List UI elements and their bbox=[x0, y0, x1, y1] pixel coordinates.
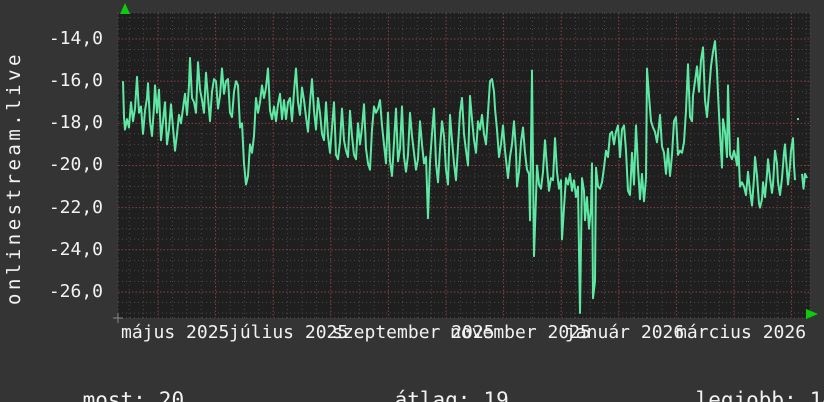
stat-current: most: 20 bbox=[32, 363, 185, 402]
y-tick-label: -16,0 bbox=[48, 70, 103, 91]
data-series-line bbox=[122, 40, 808, 314]
plot-border bbox=[113, 12, 811, 323]
y-tick-label: -22,0 bbox=[48, 197, 103, 218]
grid-major-lines bbox=[118, 13, 810, 318]
axis-arrows bbox=[120, 3, 818, 319]
x-tick-label: szeptember 2025 bbox=[332, 322, 495, 343]
x-tick-label: május 2025 bbox=[121, 322, 230, 343]
stat-best-value: 14 bbox=[809, 388, 824, 402]
stat-best-label: legjobb: bbox=[695, 388, 797, 402]
y-tick-label: -20,0 bbox=[48, 154, 103, 175]
x-tick-label: március 2026 bbox=[676, 322, 807, 343]
y-tick-label: -18,0 bbox=[48, 112, 103, 133]
x-tick-label: július 2025 bbox=[229, 322, 349, 343]
stat-current-value: 20 bbox=[158, 388, 185, 402]
stat-current-label: most: bbox=[82, 388, 146, 402]
x-tick-label: január 2026 bbox=[565, 322, 685, 343]
stat-average-label: átlag: bbox=[394, 388, 471, 402]
stat-best: legjobb: 14 bbox=[645, 363, 824, 402]
stat-average-value: 19 bbox=[483, 388, 509, 402]
stat-average: átlag: 19 bbox=[344, 363, 509, 402]
y-tick-label: -24,0 bbox=[48, 239, 103, 260]
x-tick-label: november 2025 bbox=[450, 322, 591, 343]
y-tick-label: -14,0 bbox=[48, 28, 103, 49]
plot-area bbox=[118, 13, 810, 318]
y-tick-label: -26,0 bbox=[48, 281, 103, 302]
